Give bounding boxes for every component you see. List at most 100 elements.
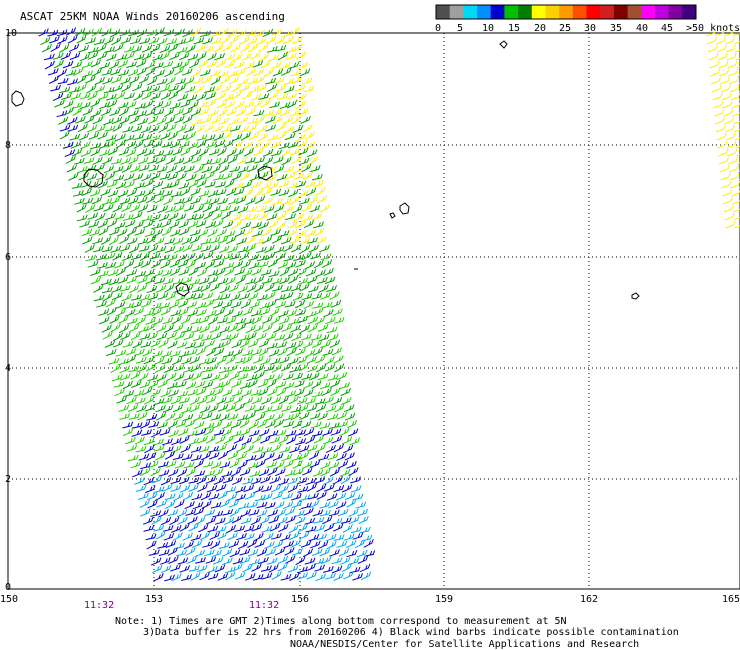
wind-barb bbox=[90, 268, 101, 277]
wind-barb bbox=[161, 564, 172, 574]
wind-barb bbox=[241, 52, 252, 61]
wind-barb bbox=[100, 107, 112, 117]
island-outline bbox=[631, 292, 640, 300]
wind-barb bbox=[265, 124, 276, 132]
wind-barb bbox=[178, 428, 189, 437]
wind-barb bbox=[319, 509, 331, 517]
wind-barb bbox=[91, 196, 103, 205]
wind-barb bbox=[115, 349, 127, 357]
wind-barb bbox=[69, 133, 81, 141]
wind-barb bbox=[99, 61, 111, 69]
wind-barb bbox=[329, 379, 341, 389]
wind-barb bbox=[720, 172, 731, 181]
wind-barb bbox=[221, 210, 232, 220]
wind-barb bbox=[218, 27, 230, 36]
wind-barb bbox=[289, 365, 300, 373]
wind-barb bbox=[296, 230, 307, 238]
wind-barb bbox=[268, 564, 279, 573]
wind-barb bbox=[231, 515, 243, 524]
wind-barb bbox=[82, 197, 94, 205]
wind-barb bbox=[344, 452, 355, 461]
wind-barb bbox=[134, 190, 146, 198]
wind-barb bbox=[236, 29, 247, 38]
wind-barb bbox=[224, 230, 236, 238]
wind-barb bbox=[266, 83, 278, 92]
wind-barb bbox=[104, 339, 116, 348]
wind-barb bbox=[198, 190, 210, 198]
wind-barb bbox=[240, 172, 251, 181]
wind-barb bbox=[138, 453, 150, 461]
wind-barb bbox=[329, 339, 341, 348]
wind-barb bbox=[198, 524, 209, 533]
wind-barb bbox=[87, 91, 98, 101]
wind-barb bbox=[156, 499, 168, 508]
wind-barb bbox=[306, 149, 318, 158]
wind-barb bbox=[207, 572, 219, 580]
wind-barb bbox=[208, 493, 220, 500]
wind-barb bbox=[275, 381, 287, 388]
wind-barb bbox=[319, 382, 331, 390]
colorbar-label: 20 bbox=[534, 23, 546, 34]
wind-barb bbox=[188, 483, 199, 492]
wind-barb bbox=[143, 356, 155, 365]
wind-barb bbox=[77, 123, 88, 133]
wind-barb bbox=[314, 398, 326, 405]
wind-barb bbox=[131, 253, 142, 261]
wind-barb bbox=[102, 156, 113, 165]
wind-barb bbox=[233, 188, 245, 196]
wind-barb bbox=[322, 566, 334, 573]
wind-barb bbox=[164, 245, 176, 253]
wind-barb bbox=[213, 342, 224, 350]
wind-barb bbox=[176, 172, 187, 182]
wind-barb bbox=[349, 566, 361, 574]
wind-barb bbox=[85, 164, 97, 172]
wind-barb bbox=[87, 46, 99, 54]
wind-barb bbox=[321, 259, 333, 269]
wind-barb bbox=[715, 36, 727, 45]
wind-barb bbox=[289, 531, 300, 540]
wind-barb bbox=[265, 548, 276, 556]
wind-barb bbox=[299, 197, 310, 205]
wind-barb bbox=[161, 219, 172, 228]
wind-barb bbox=[210, 29, 222, 38]
wind-barb bbox=[339, 469, 351, 477]
wind-barb bbox=[207, 525, 219, 533]
wind-barb bbox=[252, 229, 263, 237]
wind-barb bbox=[152, 564, 163, 574]
wind-barb bbox=[169, 102, 181, 110]
wind-barb bbox=[177, 516, 188, 525]
wind-barb bbox=[120, 331, 131, 341]
wind-barb bbox=[304, 131, 315, 140]
wind-barb bbox=[182, 29, 193, 38]
wind-barb bbox=[232, 310, 243, 318]
wind-barb bbox=[125, 148, 137, 157]
wind-barb bbox=[291, 500, 303, 509]
wind-barb bbox=[136, 364, 148, 373]
colorbar-label: 15 bbox=[508, 23, 520, 34]
wind-barb bbox=[132, 211, 143, 220]
wind-barb bbox=[165, 500, 176, 510]
wind-barb bbox=[256, 294, 268, 301]
wind-barb bbox=[336, 411, 348, 420]
wind-barb bbox=[275, 252, 286, 262]
map-title: ASCAT 25KM NOAA Winds 20160206 ascending bbox=[20, 10, 285, 23]
wind-barb bbox=[208, 109, 219, 116]
wind-barb bbox=[172, 453, 184, 461]
wind-barb bbox=[126, 227, 137, 237]
wind-barb bbox=[207, 269, 219, 277]
wind-barb bbox=[279, 446, 291, 453]
wind-barb bbox=[295, 429, 307, 436]
wind-barb bbox=[249, 173, 260, 182]
wind-barb bbox=[252, 60, 264, 68]
wind-barb bbox=[161, 190, 173, 197]
wind-barb bbox=[206, 60, 218, 68]
wind-barb bbox=[295, 347, 306, 356]
wind-barb bbox=[136, 28, 148, 38]
wind-barb bbox=[174, 115, 185, 124]
wind-barb bbox=[175, 84, 186, 93]
wind-barb bbox=[189, 356, 201, 365]
wind-barb bbox=[173, 66, 185, 76]
x-tick-label: 156 bbox=[291, 594, 309, 605]
wind-barb bbox=[143, 477, 155, 486]
wind-barb bbox=[287, 268, 299, 277]
